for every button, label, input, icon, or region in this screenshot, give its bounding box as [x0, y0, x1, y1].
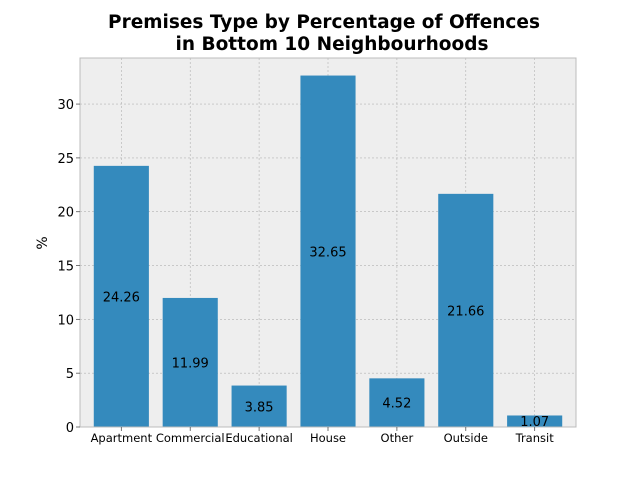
y-tick-label: 25: [57, 152, 74, 167]
data-label-house: 32.65: [309, 245, 346, 260]
bar-house: [300, 75, 356, 427]
data-labels: 24.26 11.99 3.85 32.65 4.52 21.66 1.07: [103, 245, 549, 430]
chart-title-line-1: Premises Type by Percentage of Offences: [108, 12, 540, 33]
bars: [93, 75, 563, 428]
data-label-outside: 21.66: [447, 304, 484, 319]
x-tick-label-transit: Transit: [515, 431, 555, 445]
x-tick-label-other: Other: [381, 431, 414, 445]
y-tick-label: 15: [57, 260, 74, 275]
x-tick-label-house: House: [310, 431, 346, 445]
bar-transit: [507, 415, 563, 427]
data-label-other: 4.52: [382, 397, 411, 412]
y-axis-label: %: [35, 236, 51, 249]
y-tick-label: 10: [57, 313, 74, 328]
x-tick-label-apartment: Apartment: [91, 431, 153, 445]
x-tick-label-commercial: Commercial: [156, 431, 225, 445]
bar-outside: [438, 193, 494, 427]
bar-other: [369, 378, 425, 427]
ticks: 0 5 10 15 20 25 30 Apartment Commercial Education…: [57, 98, 554, 445]
bar-commercial: [162, 297, 218, 427]
data-label-apartment: 24.26: [103, 290, 140, 305]
y-tick-label: 0: [66, 421, 74, 436]
chart-title-line-2: in Bottom 10 Neighbourhoods: [176, 34, 489, 55]
bar-apartment: [93, 165, 149, 428]
data-label-educational: 3.85: [245, 400, 274, 415]
x-tick-label-educational: Educational: [225, 431, 293, 445]
y-tick-label: 20: [57, 206, 74, 221]
y-tick-label: 5: [66, 367, 74, 382]
bar-educational: [231, 385, 287, 427]
data-label-commercial: 11.99: [172, 356, 209, 371]
x-tick-label-outside: Outside: [444, 431, 488, 445]
data-label-transit: 1.07: [520, 415, 549, 430]
y-tick-label: 30: [57, 98, 74, 113]
